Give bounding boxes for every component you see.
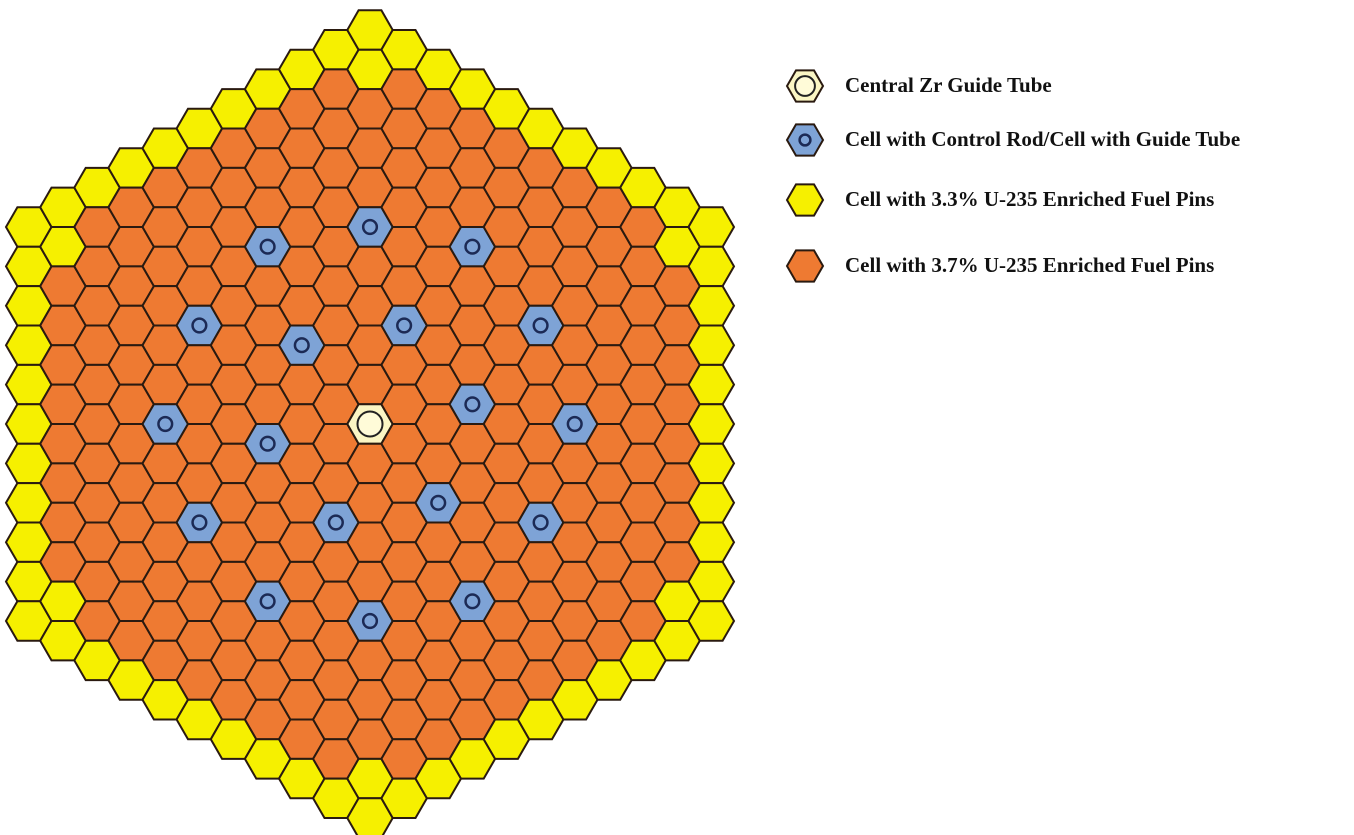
assembly-lattice: [4, 9, 736, 835]
guide-tube: [191, 317, 208, 334]
guide-tube: [532, 317, 549, 334]
yellow-cell: [687, 521, 736, 563]
guide-tube: [396, 317, 413, 334]
legend-label: Cell with Control Rod/Cell with Guide Tu…: [845, 127, 1240, 151]
yellow-cell: [687, 285, 736, 327]
guide-tube: [293, 337, 310, 354]
yellow-cell: [687, 442, 736, 485]
central-tube: [356, 410, 384, 438]
guide-tube: [157, 415, 174, 433]
guide-tube: [566, 415, 583, 433]
yellow-cell: [785, 183, 825, 217]
guide-tube: [327, 514, 344, 531]
guide-tube: [532, 514, 549, 531]
yellow-cell: [687, 206, 736, 248]
yellow-cell: [687, 560, 736, 603]
orange-cell: [785, 249, 825, 283]
yellow-cell: [687, 403, 736, 445]
guide-tube: [259, 435, 276, 452]
guide-tube: [464, 593, 481, 610]
yellow-cell: [687, 600, 736, 642]
yellow-cell: [687, 324, 736, 366]
guide-tube: [259, 238, 276, 255]
legend: Central Zr Guide Tube Cell with Control …: [785, 69, 1240, 283]
yellow-cell: [687, 363, 736, 406]
guide-tube: [259, 593, 276, 610]
central-tube: [794, 75, 816, 97]
guide-tube: [464, 396, 481, 413]
legend-label: Cell with 3.7% U-235 Enriched Fuel Pins: [845, 253, 1214, 277]
guide-tube: [191, 514, 208, 531]
guide-tube: [464, 238, 481, 255]
legend-label: Cell with 3.3% U-235 Enriched Fuel Pins: [845, 187, 1214, 211]
guide-tube: [430, 494, 447, 511]
guide-tube: [798, 133, 812, 147]
guide-tube: [361, 218, 379, 236]
legend-label: Central Zr Guide Tube: [845, 73, 1052, 97]
yellow-cell: [687, 245, 736, 288]
yellow-cell: [687, 482, 736, 524]
guide-tube: [361, 612, 379, 630]
